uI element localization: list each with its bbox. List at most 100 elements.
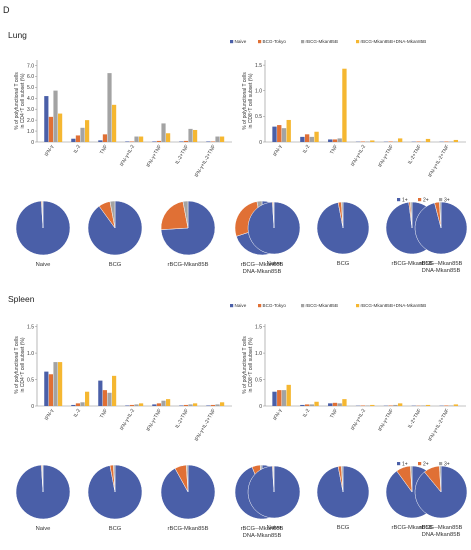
cd4-chart-bar bbox=[210, 404, 216, 406]
panel-letter: D bbox=[3, 5, 10, 15]
cd8-pie-slice bbox=[410, 465, 413, 493]
cd4-chart-bar bbox=[166, 399, 171, 406]
cd8-pie-slice bbox=[410, 201, 413, 229]
pie-legend-swatch bbox=[397, 198, 401, 202]
cd8-chart-x-tick-label: IFN-γ+TNF bbox=[377, 144, 395, 169]
cd4-chart-y-tick-label: 0 bbox=[31, 404, 34, 410]
cd8-chart-bar bbox=[272, 126, 277, 142]
cd8-chart-y-label: % of polyfunctional T cells bbox=[242, 336, 248, 394]
cd8-chart-bar bbox=[328, 139, 333, 142]
cd4-pie-slice bbox=[160, 201, 189, 230]
legend-label: BCG-Tokyo bbox=[263, 39, 287, 44]
cd4-pie-label: rBCG--Mkan85B bbox=[241, 262, 284, 268]
cd8-chart-bar bbox=[388, 141, 393, 142]
cd4-pie-slice bbox=[41, 200, 44, 229]
cd8-chart-x-tick-label: TNF bbox=[329, 408, 339, 419]
legend-swatch bbox=[230, 304, 234, 308]
cd8-chart-bar bbox=[421, 141, 426, 142]
cd8-chart-bar bbox=[332, 402, 338, 406]
cd8-chart-bar bbox=[300, 404, 305, 406]
cd8-chart-bar bbox=[277, 125, 282, 142]
cd4-chart-bar bbox=[71, 404, 76, 406]
cd4-chart-y-label: % of polyfunctional T cells bbox=[14, 72, 20, 130]
cd4-chart-y-label: % of polyfunctional T cells bbox=[14, 336, 20, 394]
cd8-chart-y-label: % of polyfunctional T cells bbox=[242, 72, 248, 130]
cd8-pie-label: Naive bbox=[267, 525, 282, 531]
legend-label: rBCG-Mkan85B+DNA-Mkan85B bbox=[361, 303, 427, 308]
cd4-chart-bar bbox=[44, 371, 49, 406]
cd8-chart-bar bbox=[370, 140, 375, 142]
cd4-pie-slice bbox=[182, 200, 189, 229]
legend-swatch bbox=[356, 40, 360, 44]
cd4-chart-bar bbox=[107, 392, 112, 406]
cd8-chart-x-tick-label: TNF bbox=[329, 144, 339, 155]
cd8-chart-x-tick-label: IL-2 bbox=[302, 144, 312, 155]
cd4-chart-bar bbox=[166, 133, 171, 142]
cd4-chart-bar bbox=[85, 120, 90, 142]
cd4-chart-y-tick-label: 5.0 bbox=[27, 85, 34, 91]
cd4-chart-x-tick-label: IFN-γ+IL-2 bbox=[119, 408, 136, 432]
cd4-chart-x-tick-label: IL-2 bbox=[73, 144, 83, 155]
cd8-chart-bar bbox=[365, 141, 370, 142]
cd8-chart-bar bbox=[300, 136, 305, 142]
cd4-chart-bar bbox=[134, 136, 139, 142]
cd8-chart-bar bbox=[309, 404, 315, 406]
cd4-chart-bar bbox=[98, 380, 103, 406]
cd8-chart-bar bbox=[304, 404, 310, 406]
cd4-pie-slice bbox=[41, 464, 44, 493]
cd4-chart-x-tick-label: IL-2+TNF bbox=[174, 408, 190, 429]
cd8-pie-slice bbox=[341, 201, 344, 229]
cd4-chart-y-tick-label: 0 bbox=[31, 140, 34, 146]
pie-legend-label: 1+ bbox=[402, 461, 408, 467]
legend-swatch bbox=[258, 304, 262, 308]
legend-swatch bbox=[258, 40, 262, 44]
cd8-chart-bar bbox=[393, 141, 398, 142]
cd4-chart-bar bbox=[188, 404, 193, 406]
cd8-chart-bar bbox=[286, 119, 291, 142]
cd4-chart-bar bbox=[220, 402, 225, 406]
cd4-chart-bar bbox=[107, 73, 112, 142]
cd4-chart-bar bbox=[156, 140, 162, 142]
cd8-chart-bar bbox=[314, 131, 319, 142]
cd4-chart-y-tick-label: 1.0 bbox=[27, 351, 34, 357]
cd4-chart-bar bbox=[80, 127, 85, 142]
cd8-chart-x-tick-label: IFN-γ+IL-2 bbox=[350, 144, 367, 168]
cd4-chart-y-tick-label: 1.0 bbox=[27, 129, 34, 135]
cd8-chart-y-tick-label: 1.0 bbox=[255, 351, 262, 357]
figure-layer: Lung Naive BCG-Tokyo rBCG-Mkan85B rBCG-Mkan8… bbox=[8, 30, 468, 539]
cd4-chart-bar bbox=[134, 404, 139, 406]
cd4-chart-bar bbox=[71, 138, 76, 142]
cd4-chart-x-tick-label: IFN-γ+IL-2 bbox=[119, 144, 136, 168]
cd4-chart-bar bbox=[53, 90, 58, 142]
cd4-chart-x-tick-label: IFN-γ+TNF bbox=[146, 408, 164, 433]
cd8-chart-bar bbox=[337, 138, 342, 142]
legend-swatch bbox=[301, 40, 305, 44]
cd8-chart-bar bbox=[272, 391, 277, 406]
cd8-pie-label: DNA-Mkan85B bbox=[422, 268, 461, 274]
cd4-chart-bar bbox=[206, 405, 211, 406]
cd4-chart-bar bbox=[156, 403, 162, 406]
pie-legend-label: 3+ bbox=[444, 461, 450, 467]
cd8-chart-bar bbox=[314, 401, 319, 406]
cd4-chart-bar bbox=[48, 116, 54, 142]
cd4-pie-label: BCG bbox=[109, 526, 122, 532]
cd4-pie-label: DNA-Mkan85B bbox=[243, 269, 282, 275]
cd8-chart-bar bbox=[397, 403, 403, 406]
cd4-chart-y-tick-label: 7.0 bbox=[27, 63, 34, 69]
cd4-chart-bar bbox=[179, 405, 184, 406]
cd4-chart-bar bbox=[44, 96, 49, 142]
cd4-chart-x-tick-label: IFN-γ+TNF bbox=[146, 144, 164, 169]
cd4-chart-bar bbox=[125, 141, 130, 142]
cd4-chart-bar bbox=[85, 391, 90, 406]
legend-label: Naive bbox=[235, 39, 247, 44]
cd4-pie-label: Naive bbox=[36, 526, 51, 532]
cd8-chart-x-tick-label: IL-2+TNF bbox=[407, 144, 423, 165]
section-spleen: Spleen Naive BCG-Tokyo rBCG-Mkan85B rBCG-Mka… bbox=[8, 294, 468, 539]
cd4-chart-x-tick-label: IFN-γ bbox=[44, 408, 56, 422]
cd4-chart-y-tick-label: 3.0 bbox=[27, 107, 34, 113]
cd4-chart-y-tick-label: 1.5 bbox=[27, 324, 34, 330]
cd4-chart-bar bbox=[75, 403, 81, 406]
cd8-chart-x-tick-label: IFN-γ bbox=[272, 144, 284, 158]
cd8-chart-bar bbox=[453, 404, 459, 406]
